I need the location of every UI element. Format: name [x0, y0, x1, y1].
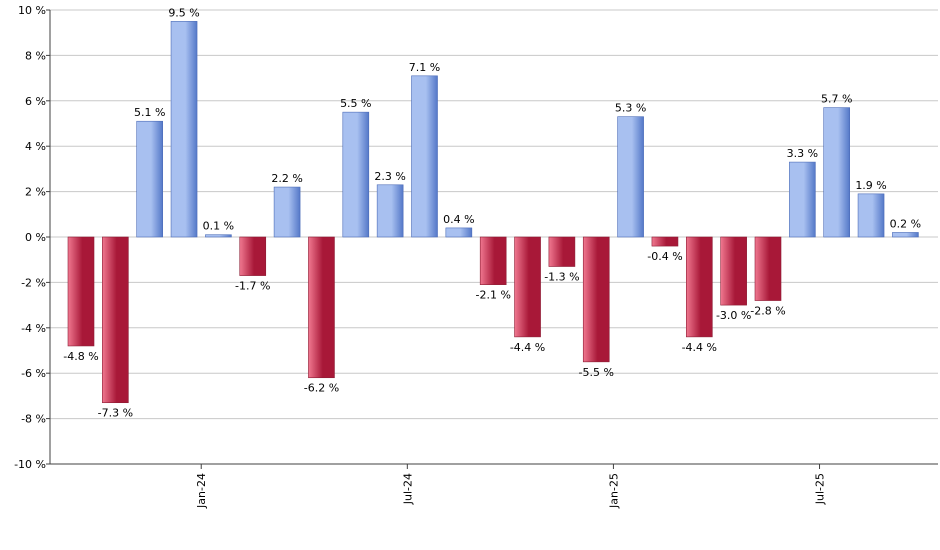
y-tick-label: 0 % [25, 231, 46, 244]
y-tick-label: -6 % [21, 367, 46, 380]
bar-value-label: 0.2 % [890, 217, 921, 230]
bar-value-label: 5.3 % [615, 102, 646, 115]
bar-positive [170, 21, 198, 238]
bar-negative [239, 236, 267, 276]
bar-positive [445, 227, 473, 238]
bar-value-label: -4.4 % [682, 341, 717, 354]
y-tick-label: -2 % [21, 276, 46, 289]
bar-negative [651, 236, 679, 247]
bar-positive [789, 161, 816, 238]
bar-positive [205, 234, 232, 238]
bar-value-label: -1.3 % [544, 271, 579, 284]
bar-negative [514, 236, 541, 338]
y-tick-label: -10 % [14, 458, 46, 471]
bar-positive [376, 184, 404, 238]
bar-value-label: 5.5 % [340, 97, 371, 110]
bar-value-label: -6.2 % [304, 382, 339, 395]
bar-positive [136, 120, 163, 238]
y-tick-label: 10 % [18, 4, 46, 17]
bar-value-label: 0.1 % [203, 220, 234, 233]
bar-negative [582, 236, 610, 363]
bar-value-label: -4.4 % [510, 341, 545, 354]
bar-positive [411, 75, 438, 238]
y-tick-label: 6 % [25, 95, 46, 108]
bar-negative [479, 236, 507, 285]
bar-positive [617, 116, 644, 238]
x-tick-label: Jan-25 [607, 473, 620, 509]
bar-value-label: -0.4 % [647, 250, 682, 263]
axes [49, 10, 938, 465]
y-tick-label: -4 % [21, 322, 46, 335]
x-axis-tick-labels: Jan-24 Jul-24 Jan-25 Jul-25 [195, 464, 827, 509]
bar-value-label: -5.5 % [579, 366, 614, 379]
bar-value-label: 0.4 % [443, 213, 474, 226]
bar-value-label: 5.1 % [134, 106, 165, 119]
bar-value-label: 1.9 % [855, 179, 886, 192]
x-tick-label: Jul-24 [401, 473, 414, 505]
bar-negative [67, 236, 95, 347]
y-tick-label: 4 % [25, 140, 46, 153]
bar-positive [823, 107, 851, 238]
bar-negative [720, 236, 747, 306]
bar-value-label: -3.0 % [716, 309, 751, 322]
bar-value-label: 5.7 % [821, 93, 852, 106]
bar-value-label: 2.2 % [271, 172, 302, 185]
x-tick-label: Jan-24 [195, 473, 208, 509]
bar-value-label: 3.3 % [787, 147, 818, 160]
bar-negative [308, 236, 335, 379]
bar-positive [273, 186, 301, 238]
data-labels: -4.8 % -7.3 % 5.1 % 9.5 % 0.1 % -1.7 % 2.2 % -6… [63, 6, 921, 419]
bar-value-label: -7.3 % [98, 407, 133, 420]
bar-negative [548, 236, 576, 267]
bar-negative [685, 236, 713, 338]
bar-value-label: 9.5 % [168, 6, 199, 19]
bar-positive [857, 193, 885, 238]
bars [67, 21, 919, 404]
y-axis-tick-labels: 10 % 8 % 6 % 4 % 2 % 0 % -2 % -4 % -6 % -8 % -10 % [14, 4, 46, 471]
y-tick-label: 2 % [25, 186, 46, 199]
y-tick-label: -8 % [21, 413, 46, 426]
bar-positive [892, 232, 919, 238]
bar-negative [754, 236, 782, 301]
x-tick-label: Jul-25 [814, 473, 827, 505]
bar-value-label: 2.3 % [374, 170, 405, 183]
y-tick-label: 8 % [25, 49, 46, 62]
bar-value-label: 7.1 % [409, 61, 440, 74]
bar-value-label: -2.8 % [750, 305, 785, 318]
bar-positive [342, 111, 370, 238]
bar-value-label: -2.1 % [475, 289, 510, 302]
bar-value-label: -4.8 % [63, 350, 98, 363]
bar-negative [102, 236, 129, 404]
bar-value-label: -1.7 % [235, 280, 270, 293]
